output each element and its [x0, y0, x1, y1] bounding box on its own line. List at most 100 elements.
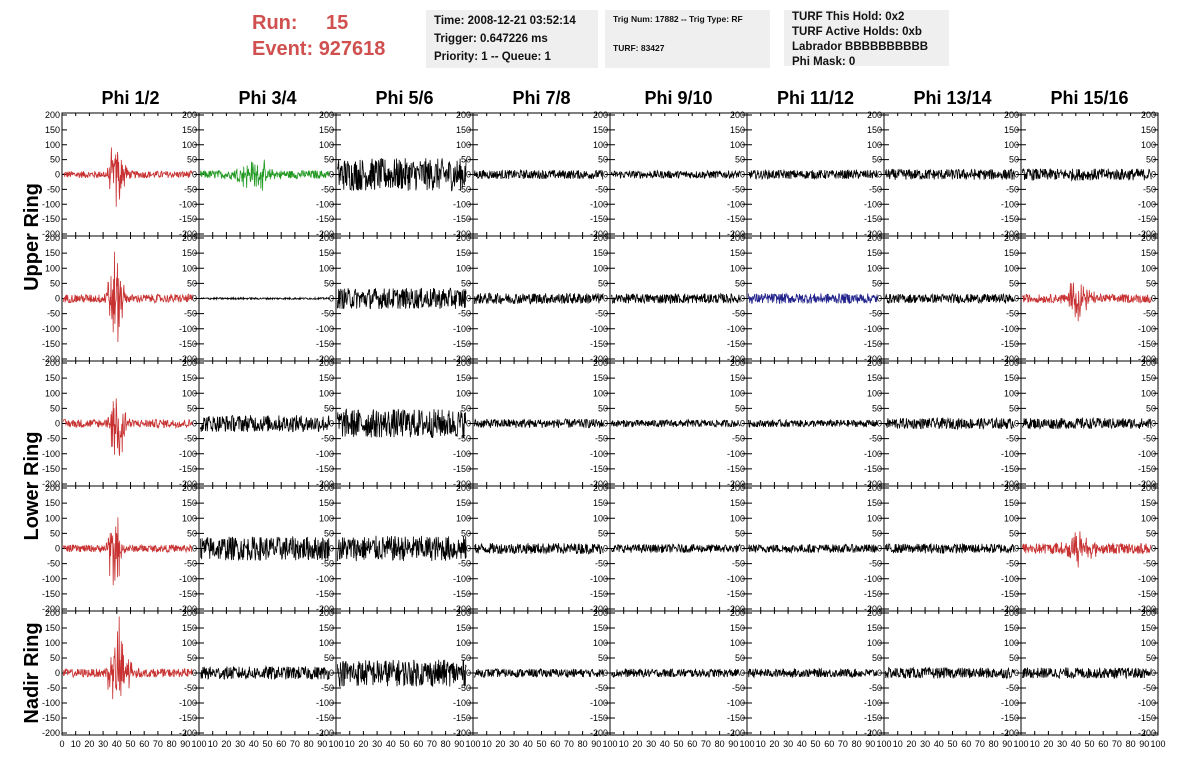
- y-tick-label: -200: [727, 354, 745, 364]
- y-tick-label: 0: [329, 419, 334, 429]
- y-tick-label: 100: [1004, 388, 1019, 398]
- x-tick-label: 70: [564, 739, 574, 749]
- y-tick-label: -150: [453, 339, 471, 349]
- x-tick-label: 100: [602, 739, 617, 749]
- x-tick-label: 70: [1112, 739, 1122, 749]
- y-tick-label: -100: [864, 574, 882, 584]
- x-tick-label: 80: [304, 739, 314, 749]
- y-tick-label: 0: [192, 170, 197, 180]
- waveform-trace: [63, 251, 193, 343]
- y-tick-label: 0: [55, 170, 60, 180]
- y-tick-label: -200: [864, 728, 882, 738]
- y-tick-label: 200: [1004, 233, 1019, 243]
- y-tick-label: 50: [872, 403, 882, 413]
- y-tick-label: 50: [50, 155, 60, 165]
- y-tick-label: -150: [590, 589, 608, 599]
- y-tick-label: -100: [179, 199, 197, 209]
- y-tick-label: 150: [1141, 248, 1156, 258]
- y-tick-label: 50: [1146, 403, 1156, 413]
- y-tick-label: 50: [324, 278, 334, 288]
- waveform-trace: [200, 536, 330, 562]
- y-tick-label: -50: [595, 184, 608, 194]
- y-tick-label: -150: [864, 589, 882, 599]
- y-tick-label: 0: [877, 544, 882, 554]
- y-tick-label: -150: [316, 589, 334, 599]
- column-title: Phi 5/6: [375, 88, 433, 108]
- y-tick-label: -200: [179, 479, 197, 489]
- x-tick-label: 40: [934, 739, 944, 749]
- y-tick-label: -200: [727, 479, 745, 489]
- x-tick-label: 40: [386, 739, 396, 749]
- x-tick-label: 50: [125, 739, 135, 749]
- x-tick-label: 100: [1150, 739, 1165, 749]
- y-tick-label: 150: [45, 125, 60, 135]
- y-tick-label: -150: [316, 214, 334, 224]
- y-tick-label: -50: [869, 683, 882, 693]
- y-tick-label: 150: [1141, 373, 1156, 383]
- x-tick-label: 100: [465, 739, 480, 749]
- y-tick-label: -50: [184, 434, 197, 444]
- y-tick-label: 100: [319, 388, 334, 398]
- y-tick-label: -50: [458, 559, 471, 569]
- y-tick-label: 200: [867, 110, 882, 120]
- x-tick-label: 30: [783, 739, 793, 749]
- y-tick-label: -150: [727, 339, 745, 349]
- y-tick-label: -150: [1001, 464, 1019, 474]
- y-tick-label: 100: [730, 263, 745, 273]
- y-tick-label: 0: [192, 294, 197, 304]
- x-tick-label: 70: [701, 739, 711, 749]
- y-tick-label: -200: [864, 479, 882, 489]
- y-tick-label: 150: [593, 498, 608, 508]
- y-tick-label: -200: [590, 229, 608, 239]
- y-tick-label: -150: [1138, 589, 1156, 599]
- y-tick-label: 0: [55, 419, 60, 429]
- y-tick-label: 150: [319, 248, 334, 258]
- y-tick-label: -200: [316, 728, 334, 738]
- y-tick-label: 50: [1009, 403, 1019, 413]
- waveform-trace: [885, 292, 1015, 305]
- y-tick-label: -200: [727, 229, 745, 239]
- y-tick-label: -100: [1001, 449, 1019, 459]
- x-tick-label: 60: [139, 739, 149, 749]
- y-tick-label: -50: [1006, 184, 1019, 194]
- y-tick-label: 0: [192, 419, 197, 429]
- y-tick-label: 200: [593, 483, 608, 493]
- y-tick-label: 50: [598, 653, 608, 663]
- y-tick-label: -100: [727, 449, 745, 459]
- waveform-trace: [1022, 667, 1152, 680]
- y-tick-label: 100: [182, 263, 197, 273]
- y-tick-label: 100: [1141, 513, 1156, 523]
- y-tick-label: -50: [732, 434, 745, 444]
- x-tick-label: 70: [975, 739, 985, 749]
- y-tick-label: 200: [867, 608, 882, 618]
- x-tick-label: 70: [838, 739, 848, 749]
- y-tick-label: -100: [316, 324, 334, 334]
- column-title: Phi 9/10: [644, 88, 712, 108]
- y-tick-label: -100: [1138, 574, 1156, 584]
- y-tick-label: 50: [461, 653, 471, 663]
- trig-info-box: Trig Num: 17882 -- Trig Type: RF TURF: 8…: [605, 10, 770, 68]
- y-tick-label: -100: [864, 449, 882, 459]
- y-tick-label: 150: [456, 125, 471, 135]
- y-tick-label: 0: [603, 668, 608, 678]
- y-tick-label: 50: [598, 278, 608, 288]
- x-tick-label: 100: [1013, 739, 1028, 749]
- y-tick-label: 100: [1004, 638, 1019, 648]
- x-tick-label: 90: [591, 739, 601, 749]
- y-tick-label: 150: [45, 623, 60, 633]
- y-tick-label: 150: [1004, 623, 1019, 633]
- y-tick-label: -200: [42, 354, 60, 364]
- y-tick-label: 50: [324, 155, 334, 165]
- x-tick-label: 60: [961, 739, 971, 749]
- y-tick-label: -100: [727, 324, 745, 334]
- y-tick-label: 200: [730, 233, 745, 243]
- y-tick-label: 200: [182, 358, 197, 368]
- run-label: Run:: [252, 12, 298, 34]
- y-tick-label: 0: [1151, 170, 1156, 180]
- x-tick-label: 30: [98, 739, 108, 749]
- y-tick-label: -200: [1138, 354, 1156, 364]
- y-tick-label: 150: [456, 248, 471, 258]
- x-tick-label: 40: [523, 739, 533, 749]
- y-tick-label: -150: [453, 464, 471, 474]
